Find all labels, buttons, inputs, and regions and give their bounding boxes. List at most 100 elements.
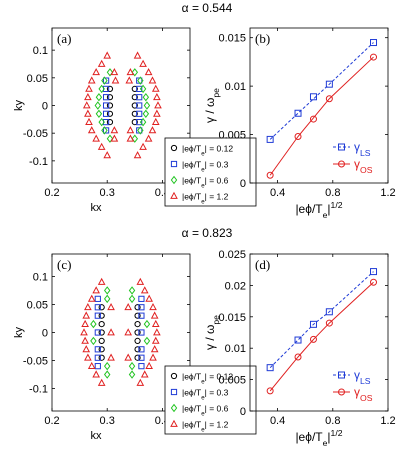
point-square — [136, 119, 143, 126]
point-square — [102, 119, 110, 126]
label-superscript: 1/2 — [331, 428, 343, 438]
point-diamond — [95, 92, 103, 102]
point-circle — [266, 171, 274, 179]
y-tick-label: -0.1 — [29, 384, 48, 396]
label-part: |eϕ/T — [182, 420, 201, 430]
point-circle — [309, 115, 317, 123]
legend-entry: |eϕ/Te| = 0.3 — [182, 388, 229, 402]
point-triangle — [144, 134, 153, 142]
point-square — [102, 102, 110, 109]
point-circle — [134, 346, 141, 353]
point-diamond — [142, 109, 150, 119]
legend-entry: γOS — [354, 157, 373, 175]
point-triangle — [136, 277, 145, 285]
point-diamond — [90, 336, 97, 346]
y-tick-label: 0.01 — [225, 343, 246, 355]
point-triangle — [87, 126, 96, 134]
y-axis-label: ky — [13, 327, 25, 339]
label-part: | = 0.6 — [205, 176, 229, 186]
label-part: |eϕ/T — [295, 202, 323, 216]
point-diamond — [103, 370, 111, 379]
point-diamond — [106, 134, 114, 143]
point-triangle — [85, 84, 93, 92]
point-diamond — [90, 319, 97, 329]
row-title: α = 0.544 — [182, 1, 233, 15]
label-subscript: e — [201, 426, 205, 433]
point-triangle — [153, 328, 161, 336]
label-part: |eϕ/T — [295, 430, 323, 444]
point-square — [325, 80, 333, 88]
point-diamond — [128, 361, 136, 371]
point-square — [309, 93, 317, 101]
point-diamond — [101, 76, 108, 85]
y-tick-label: 0.01 — [225, 81, 246, 93]
point-triangle — [139, 59, 147, 67]
series-line — [269, 271, 374, 369]
point-square — [94, 304, 101, 311]
point-circle — [325, 319, 333, 327]
point-diamond — [103, 286, 111, 295]
point-square — [338, 371, 345, 379]
label-part: |eϕ/T — [182, 192, 201, 202]
x-tick-label: 0.8 — [325, 415, 340, 427]
point-circle — [106, 119, 114, 126]
point-triangle — [124, 353, 133, 361]
point-circle — [370, 53, 378, 61]
legend-entry: γLS — [354, 140, 371, 158]
axes-box — [249, 27, 389, 184]
label-part: α = 0.544 — [182, 1, 233, 15]
y-tick-label: 0 — [240, 406, 246, 418]
point-triangle — [150, 311, 159, 319]
x-tick-label: 0.2 — [44, 187, 59, 199]
point-triangle — [84, 109, 92, 117]
point-square — [138, 329, 145, 336]
point-circle — [134, 337, 141, 345]
point-triangle — [148, 126, 157, 134]
point-triangle — [87, 76, 96, 84]
x-tick-label: 0.3 — [100, 415, 115, 427]
point-triangle — [126, 68, 135, 76]
point-triangle — [133, 51, 142, 59]
point-diamond — [143, 319, 151, 329]
point-circle — [98, 354, 105, 361]
point-diamond — [95, 109, 103, 119]
panel-label: (a) — [57, 31, 71, 46]
label-part: γ — [354, 140, 360, 154]
point-circle — [131, 119, 138, 126]
point-circle — [134, 320, 141, 328]
point-triangle — [145, 294, 153, 302]
y-tick-label: 0.015 — [218, 312, 246, 324]
point-triangle — [153, 92, 161, 101]
point-circle — [338, 388, 345, 396]
point-circle — [266, 387, 274, 395]
point-triangle — [151, 336, 160, 344]
point-triangle — [107, 328, 115, 336]
label-part: α = 0.823 — [182, 226, 233, 240]
point-triangle — [133, 151, 142, 159]
point-square — [266, 135, 274, 143]
legend-entry: |eϕ/Te| = 0.12 — [182, 144, 233, 158]
point-triangle — [110, 68, 119, 76]
point-square — [138, 312, 145, 319]
label-part: | = 0.6 — [205, 404, 229, 414]
x-axis-label: |eϕ/Te|1/2 — [295, 428, 342, 448]
point-triangle — [148, 76, 157, 84]
y-tick-label: 0.015 — [218, 33, 246, 45]
point-diamond — [106, 68, 114, 77]
point-triangle — [82, 311, 91, 319]
point-circle — [98, 346, 105, 353]
label-superscript: 1/2 — [331, 200, 343, 210]
point-triangle — [136, 378, 145, 386]
label-part: γ / ω — [203, 98, 217, 123]
x-tick-label: 1.2 — [380, 187, 395, 199]
label-subscript: e — [201, 410, 205, 417]
x-tick-label: 0.2 — [44, 415, 59, 427]
point-triangle — [124, 303, 133, 311]
point-circle — [309, 335, 317, 343]
legend-box — [164, 365, 257, 435]
point-triangle — [151, 319, 160, 327]
label-subscript: LS — [360, 148, 371, 158]
point-circle — [370, 278, 378, 286]
y-tick-label: 0.025 — [218, 249, 246, 261]
